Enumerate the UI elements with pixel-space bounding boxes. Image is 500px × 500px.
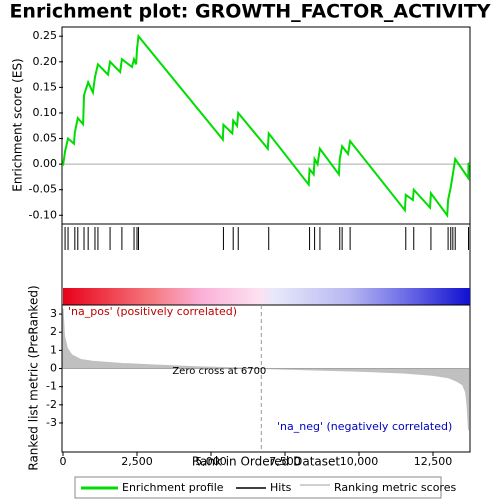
- legend-es: Enrichment profile: [122, 481, 224, 494]
- pos-label: 'na_pos' (positively correlated): [68, 305, 237, 318]
- zero-cross-label: Zero cross at 6700: [172, 366, 266, 377]
- chart-title: Enrichment plot: GROWTH_FACTOR_ACTIVITY: [9, 1, 490, 23]
- x-tick-label: 0: [60, 455, 67, 468]
- y-tick-label: -0.05: [29, 183, 57, 196]
- x-tick-label: 10,000: [340, 455, 379, 468]
- es-frame: [61, 26, 471, 225]
- x-axis-label: Rank in Ordered Dataset: [192, 455, 340, 469]
- es-line: [62, 33, 470, 219]
- y-tick-label: 0.10: [33, 106, 58, 119]
- y-tick-label: 0.15: [33, 80, 58, 93]
- y2-tick-label: -1: [46, 380, 57, 393]
- y2-tick-label: -2: [46, 398, 57, 411]
- y2-tick-label: 0: [50, 362, 57, 375]
- metric-frame: [61, 304, 471, 453]
- color-bar: [63, 288, 470, 305]
- x-tick-label: 7,500: [269, 455, 301, 468]
- y-axis-label: Enrichment score (ES): [11, 58, 25, 191]
- x-tick-label: 5,000: [195, 455, 227, 468]
- legend-metric: Ranking metric scores: [334, 481, 456, 494]
- metric-area: [62, 308, 470, 431]
- y2-tick-label: 2: [50, 325, 57, 338]
- x-tick-label: 2,500: [121, 455, 153, 468]
- y-tick-label: -0.10: [29, 208, 57, 221]
- y-tick-label: 0.05: [33, 132, 58, 145]
- y-tick-label: 0.00: [33, 157, 58, 170]
- y-tick-label: 0.20: [33, 55, 58, 68]
- y2-tick-label: 1: [50, 343, 57, 356]
- y2-tick-label: 3: [50, 307, 57, 320]
- legend-hits: Hits: [270, 481, 292, 494]
- y-tick-label: 0.25: [33, 29, 58, 42]
- y2-axis-label: Ranked list metric (PreRanked): [27, 285, 41, 470]
- y2-tick-label: -3: [46, 416, 57, 429]
- x-tick-label: 12,500: [414, 455, 453, 468]
- neg-label: 'na_neg' (negatively correlated): [277, 420, 452, 433]
